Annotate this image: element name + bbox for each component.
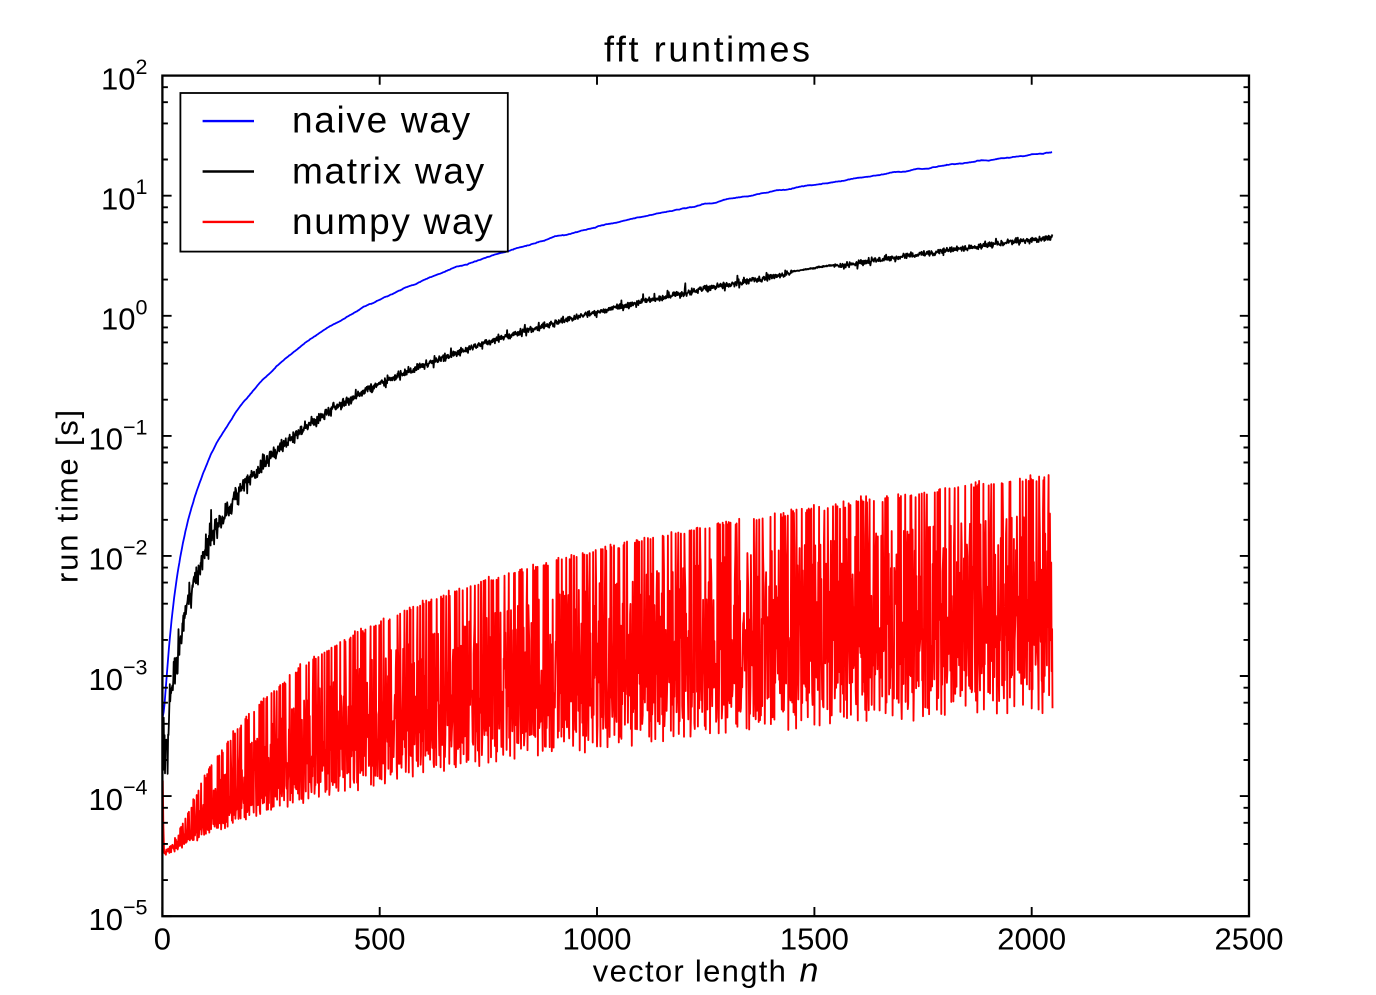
svg-text:vector length: vector length <box>593 953 787 988</box>
svg-text:10−5: 10−5 <box>89 896 148 937</box>
svg-text:matrix way: matrix way <box>292 150 486 191</box>
svg-text:1000: 1000 <box>563 922 632 957</box>
svg-text:numpy way: numpy way <box>292 201 494 242</box>
svg-text:n: n <box>800 951 819 989</box>
svg-text:fft runtimes: fft runtimes <box>604 29 813 70</box>
svg-text:2500: 2500 <box>1215 922 1284 957</box>
svg-text:2000: 2000 <box>997 922 1066 957</box>
svg-text:naive way: naive way <box>292 100 472 141</box>
svg-text:1500: 1500 <box>780 922 849 957</box>
svg-text:10−2: 10−2 <box>89 535 148 576</box>
svg-text:0: 0 <box>154 922 171 957</box>
svg-text:run time [s]: run time [s] <box>50 408 85 583</box>
svg-text:500: 500 <box>354 922 406 957</box>
svg-text:10−1: 10−1 <box>89 415 148 456</box>
